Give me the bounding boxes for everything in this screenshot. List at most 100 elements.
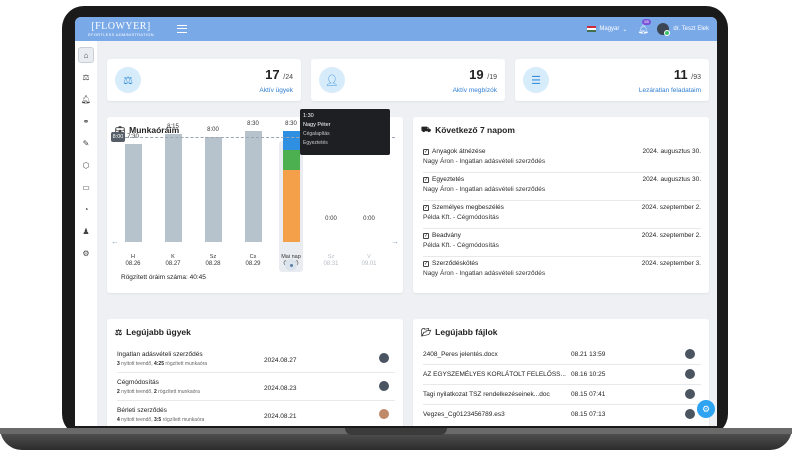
today-segment-bar[interactable] <box>283 130 300 151</box>
avatar <box>379 353 389 363</box>
sidebar-item-strategy[interactable]: ♟ <box>78 223 94 239</box>
menu-toggle-icon[interactable] <box>177 25 187 33</box>
sidebar-item-home[interactable]: ⌂ <box>78 47 94 63</box>
checkbox-icon: ✓ <box>423 204 429 211</box>
gear-icon: ⚙ <box>82 248 90 258</box>
chart-bar-label: 0:00 <box>325 216 337 222</box>
reference-line-label: 8:00 <box>111 132 125 143</box>
language-label: Magyar <box>599 26 620 32</box>
brand-name: [FLOWYER] <box>91 20 151 32</box>
scale-icon: ⚖ <box>82 72 90 82</box>
today-segment-bar[interactable] <box>283 150 300 170</box>
next-7-days-title: ⛟ Következő 7 napom <box>421 125 515 135</box>
case-summary: 3 nyitott teendő, 4:25 rögzített munkaór… <box>117 361 208 367</box>
case-name: Bérleti szerződés <box>117 407 167 414</box>
prev-week-arrow-icon[interactable]: ← <box>111 237 119 246</box>
support-button[interactable]: ⚙ <box>697 400 715 418</box>
stat-value: 11 /93 <box>673 67 701 82</box>
stat-value: 19 /19 <box>469 67 497 82</box>
sidebar-item-reports[interactable]: ◔ <box>78 201 94 217</box>
table-row[interactable]: 2408_Peres jelentés.docx 08.21 13:59 <box>423 345 701 365</box>
event-desc: Példa Kft. - Cégmódosítás <box>423 242 499 249</box>
gear-icon: ⚙ <box>701 403 711 414</box>
notifications-button[interactable]: 🔔︎ 65 <box>637 18 651 35</box>
checkbox-icon: ✓ <box>423 260 429 267</box>
avatar <box>685 409 695 419</box>
tooltip-task: Egyeztetés <box>303 140 328 146</box>
chart-bar-label: 7:30 <box>127 133 139 140</box>
user-name: dr. Teszt Elek <box>673 26 709 32</box>
dot-icon <box>289 263 293 267</box>
chart-bar[interactable] <box>204 137 222 242</box>
tooltip-client: Nagy Péter <box>303 122 331 128</box>
event-title: Anyagok átnézése <box>432 148 486 155</box>
next-week-arrow-icon[interactable]: → <box>391 237 399 246</box>
chart-day-name: Mai nap <box>281 254 301 260</box>
table-row[interactable]: AZ EGYSZEMÉLYES KORLÁTOLT FELELŐSS... 08… <box>423 365 701 385</box>
sidebar-item-tasks[interactable]: ✎ <box>78 135 94 151</box>
table-row[interactable]: Vegzes_Cg0123456789.es3 08.15 07:13 <box>423 405 701 425</box>
avatar <box>685 349 695 359</box>
id-card-icon: ▭ <box>82 182 90 192</box>
event-date: 2024. augusztus 30. <box>642 148 701 155</box>
brand-logo[interactable]: [FLOWYER] EFORTLESS ADMINISTRATION <box>75 17 167 41</box>
briefcase-icon: 💼︎ <box>115 125 126 135</box>
latest-files-title: 📂︎ Legújabb fájlok <box>421 327 498 337</box>
table-row[interactable]: Tagi nyilatkozat TSZ rendelkezéseinek...… <box>423 385 701 405</box>
table-row[interactable]: Ingatlan adásvételi szerződés 3 nyitott … <box>117 347 395 373</box>
user-menu[interactable]: dr. Teszt Elek <box>657 23 709 36</box>
latest-cases-card: ⚖ Legújabb ügyek Ingatlan adásvételi sze… <box>107 319 403 426</box>
list-item[interactable]: ✓ Egyeztetés 2024. augusztus 30. Nagy Áron… <box>423 173 701 201</box>
chart-day-date: 08.26 <box>125 261 141 267</box>
work-hours-chart: 7:30 H 08.26 8:15 K 08.27 8:00 Sz 08.28 8:30 Cs 08.… <box>107 117 401 293</box>
tasks-icon: ☰ <box>523 67 549 93</box>
list-item[interactable]: ✓ Beadvány 2024. szeptember 2. Példa Kft. … <box>423 229 701 257</box>
list-item[interactable]: ✓ Anyagok átnézése 2024. augusztus 30. Nag… <box>423 145 701 173</box>
chart-bar[interactable] <box>124 143 142 242</box>
case-name: Ingatlan adásvételi szerződés <box>117 351 203 358</box>
checkbox-icon: ✓ <box>423 176 429 183</box>
event-title: Személyes megbeszélés <box>432 204 504 211</box>
logged-hours-total: Rögzített óráim száma: 40:45 <box>121 274 206 281</box>
top-bar: [FLOWYER] EFORTLESS ADMINISTRATION Magya… <box>75 17 717 41</box>
file-name: 2408_Peres jelentés.docx <box>423 351 498 358</box>
brand-tagline: EFORTLESS ADMINISTRATION <box>88 31 154 37</box>
stat-link-open-tasks[interactable]: Lezáratlan feladataim <box>638 87 701 94</box>
notifications-badge: 65 <box>642 18 651 25</box>
next-7-days-card: ⛟ Következő 7 napom ✓ Anyagok átnézése 202… <box>413 117 709 293</box>
sidebar-item-contacts[interactable]: ▭ <box>78 179 94 195</box>
chart-day-name: Cs <box>249 254 257 260</box>
event-desc: Nagy Áron - Ingatlan adásvételi szerződé… <box>423 186 546 193</box>
today-segment-bar[interactable] <box>283 169 300 242</box>
user-icon: 👤︎ <box>319 67 345 93</box>
scale-icon: ⚖ <box>115 67 141 93</box>
chart-day-date: 08.27 <box>165 261 181 267</box>
avatar <box>685 369 695 379</box>
sidebar-item-clients[interactable]: ⚭ <box>78 113 94 129</box>
sidebar-item-notifications[interactable]: 🔔︎ <box>78 91 94 107</box>
list-item[interactable]: ✓ Személyes megbeszélés 2024. szeptember 2… <box>423 201 701 229</box>
language-selector[interactable]: Magyar ⌄ <box>587 26 627 33</box>
scale-icon: ⚖ <box>115 327 123 337</box>
stat-link-active-cases[interactable]: Aktív ügyek <box>259 87 293 94</box>
table-row[interactable]: Bérleti szerződés 4 nyitott teendő, 3:5 … <box>117 403 395 426</box>
chevron-down-icon: ⌄ <box>622 26 628 33</box>
sidebar-item-products[interactable]: ⬡ <box>78 157 94 173</box>
chart-day-date: 08.29 <box>245 261 261 267</box>
case-date: 2024.08.23 <box>264 385 297 392</box>
hungarian-flag-icon <box>587 26 597 32</box>
event-date: 2024. szeptember 2. <box>641 204 701 211</box>
stat-card-active-clients: 👤︎ 19 /19 Aktív megbízók <box>311 59 505 101</box>
today-add-entry-button[interactable] <box>285 259 297 271</box>
event-desc: Példa Kft. - Cégmódosítás <box>423 214 499 221</box>
sidebar-item-settings[interactable]: ⚙ <box>78 245 94 261</box>
tooltip-time: 1:30 <box>303 113 314 119</box>
list-item[interactable]: ✓ Szerződéskötés 2024. szeptember 3. Nagy … <box>423 257 701 285</box>
table-row[interactable]: Cégmódosítás 2 nyitott teendő, 2 rögzíte… <box>117 375 395 401</box>
stat-link-active-clients[interactable]: Aktív megbízók <box>452 87 497 94</box>
case-summary: 4 nyitott teendő, 3:5 rögzített munkaóra <box>117 417 205 423</box>
chart-bar[interactable] <box>164 133 182 242</box>
sidebar-item-cases[interactable]: ⚖ <box>78 69 94 85</box>
bell-icon: 🔔︎ <box>637 23 649 34</box>
chart-bar[interactable] <box>244 130 262 242</box>
